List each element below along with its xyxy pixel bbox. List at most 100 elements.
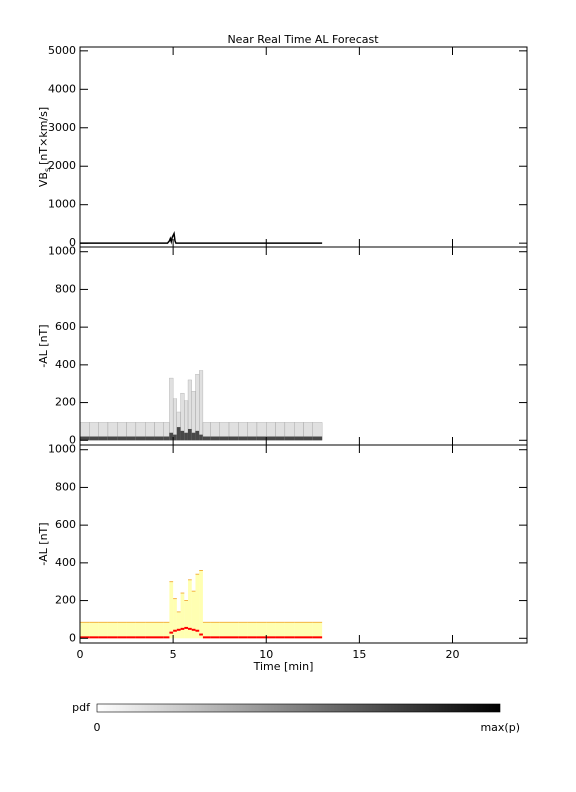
forecast-range — [89, 622, 99, 639]
y-tick-label: 5000 — [48, 44, 76, 57]
x-axis-label: Time [min] — [253, 660, 314, 673]
pdf-column — [199, 370, 204, 441]
x-tick-label: 0 — [77, 648, 84, 661]
pdf-core — [312, 436, 323, 441]
forecast-range — [154, 622, 164, 639]
y-tick-label: 2000 — [48, 159, 76, 172]
forecast-range — [284, 622, 295, 639]
pdf-core — [275, 436, 285, 441]
pdf-core — [191, 432, 196, 441]
pdf-core — [303, 436, 313, 441]
y-axis-label: VBs [nT×km/s] — [37, 107, 52, 187]
pdf-core — [219, 436, 229, 441]
pdf-core — [89, 436, 99, 441]
pdf-core — [180, 430, 185, 441]
pdf-core — [98, 436, 108, 441]
pdf-core — [284, 436, 295, 441]
pdf-core — [266, 436, 276, 441]
pdf-core — [238, 436, 248, 441]
pdf-core — [202, 436, 211, 441]
y-tick-label: 1000 — [48, 245, 76, 258]
forecast-range — [199, 570, 203, 639]
forecast-range — [256, 622, 267, 639]
pdf-core — [229, 436, 239, 441]
x-tick-label: 20 — [446, 648, 460, 661]
y-tick-label: 200 — [55, 396, 76, 409]
colorbar-min: 0 — [94, 721, 101, 734]
y-tick-label: 800 — [55, 282, 76, 295]
y-tick-label: 800 — [55, 480, 76, 493]
forecast-range — [163, 622, 170, 639]
forecast-range — [294, 622, 304, 639]
pdf-core — [247, 436, 257, 441]
colorbar-max: max(p) — [480, 721, 520, 734]
forecast-range — [229, 622, 239, 639]
forecast-range — [238, 622, 248, 639]
colorbar — [96, 703, 501, 713]
pdf-column — [172, 398, 177, 441]
pdf-core — [210, 436, 220, 441]
y-tick-label: 600 — [55, 518, 76, 531]
y-axis-label: -AL [nT] — [37, 324, 50, 367]
forecast-range — [188, 579, 192, 639]
pdf-core — [184, 432, 189, 441]
pdf-column — [169, 377, 174, 441]
panel-frame — [79, 444, 528, 644]
forecast-range — [145, 622, 155, 639]
y-tick-label: 400 — [55, 358, 76, 371]
y-tick-label: 0 — [69, 433, 76, 446]
forecast-range — [117, 622, 127, 639]
pdf-core — [117, 436, 127, 441]
pdf-core — [154, 436, 164, 441]
y-axis-label: -AL [nT] — [37, 522, 50, 565]
y-tick-label: 200 — [55, 594, 76, 607]
y-label-main: VB — [37, 172, 50, 187]
y-tick-label: 400 — [55, 556, 76, 569]
pdf-core — [173, 434, 177, 441]
forecast-range — [275, 622, 285, 639]
y-tick-label: 1000 — [48, 198, 76, 211]
x-tick-label: 10 — [259, 648, 273, 661]
pdf-core — [145, 436, 155, 441]
panel-frame — [79, 46, 528, 248]
y-tick-label: 3000 — [48, 121, 76, 134]
forecast-range — [266, 622, 276, 639]
pdf-core — [188, 428, 192, 441]
y-tick-label: 600 — [55, 320, 76, 333]
forecast-range — [126, 622, 136, 639]
pdf-core — [176, 427, 181, 441]
forecast-range — [135, 622, 146, 639]
chart-title: Near Real Time AL Forecast — [227, 33, 379, 46]
y-label-unit: [nT×km/s] — [37, 107, 50, 165]
forecast-range — [195, 574, 200, 639]
pdf-core — [199, 434, 203, 441]
forecast-range — [98, 622, 108, 639]
pdf-core — [169, 432, 174, 441]
pdf-core — [163, 436, 170, 441]
y-tick-label: 1000 — [48, 443, 76, 456]
forecast-range — [180, 593, 185, 639]
pdf-core — [126, 436, 136, 441]
forecast-range — [169, 581, 174, 639]
x-tick-label: 15 — [352, 648, 366, 661]
pdf-core — [80, 436, 90, 441]
y-tick-label: 0 — [69, 631, 76, 644]
pdf-core — [256, 436, 267, 441]
colorbar-label: pdf — [72, 701, 91, 714]
panel-frame — [79, 246, 528, 446]
pdf-core — [135, 436, 146, 441]
forecast-range — [176, 611, 181, 639]
y-tick-label: 0 — [69, 236, 76, 249]
y-label-sub: s — [43, 168, 52, 172]
y-tick-label: 4000 — [48, 82, 76, 95]
data-line — [80, 230, 323, 245]
forecast-range — [173, 598, 177, 639]
forecast-range — [247, 622, 257, 639]
pdf-core — [107, 436, 118, 441]
forecast-range — [202, 622, 211, 639]
forecast-range — [312, 622, 323, 639]
forecast-range — [210, 622, 220, 639]
forecast-range — [107, 622, 118, 639]
pdf-column — [195, 374, 200, 441]
